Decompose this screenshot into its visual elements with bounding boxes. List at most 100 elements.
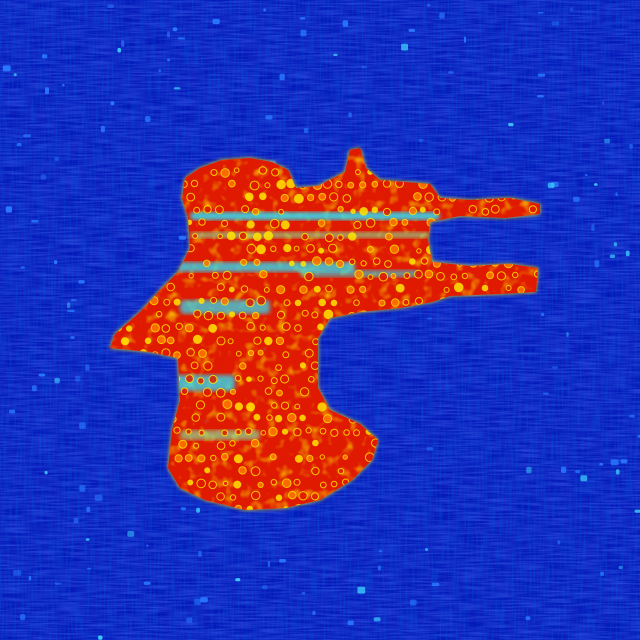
hot-dot: [233, 454, 243, 464]
speckle: [2, 65, 11, 72]
speckle: [634, 509, 640, 513]
hot-dot: [276, 285, 286, 295]
hot-dot: [185, 374, 194, 384]
hot-dot: [305, 427, 312, 434]
speckle: [573, 196, 580, 202]
hot-dot: [166, 336, 175, 345]
hot-dot: [216, 283, 225, 292]
hot-dot: [275, 336, 285, 346]
speckle: [566, 332, 569, 337]
hot-dot: [283, 244, 292, 253]
hot-dot: [203, 361, 213, 371]
hot-dot: [234, 375, 242, 382]
speckle: [427, 317, 432, 320]
speckle: [301, 591, 306, 595]
hot-dot: [185, 428, 192, 435]
speckle: [28, 575, 32, 581]
hot-dot: [216, 311, 225, 320]
hot-dot: [186, 192, 196, 202]
speckle: [300, 29, 307, 37]
hot-dot: [281, 428, 289, 435]
hot-dot: [258, 166, 267, 175]
hot-dot: [360, 260, 367, 267]
hot-dot: [188, 273, 194, 279]
hot-dot: [245, 298, 255, 308]
speckle: [40, 174, 47, 180]
speckle: [620, 459, 628, 464]
hot-dot: [382, 207, 392, 217]
hot-dot: [486, 271, 495, 280]
hot-dot: [337, 206, 344, 213]
hot-dot: [210, 454, 217, 462]
speckle: [604, 138, 611, 144]
hot-dot: [271, 402, 278, 409]
hot-dot: [198, 218, 206, 226]
hot-dot: [436, 272, 445, 281]
hot-dot: [323, 414, 333, 424]
hot-dot: [372, 257, 381, 266]
speckle: [610, 459, 619, 466]
hot-dot: [490, 204, 500, 214]
hot-dot: [343, 429, 350, 436]
speckle: [67, 309, 75, 312]
hot-dot: [403, 272, 411, 280]
hot-dot: [299, 362, 306, 369]
speckle: [279, 559, 286, 563]
hot-dot: [221, 219, 229, 228]
hot-dot: [275, 494, 283, 502]
hot-dot: [256, 244, 266, 255]
hot-dot: [253, 413, 261, 421]
hot-dot: [301, 309, 309, 317]
hot-dot: [312, 338, 320, 346]
hot-dot: [156, 310, 163, 318]
hot-dot: [233, 167, 240, 173]
hot-dot: [238, 231, 248, 241]
speckle: [557, 540, 561, 545]
speckle: [173, 87, 181, 90]
hot-dot: [235, 428, 242, 436]
hot-dot: [126, 325, 133, 332]
hot-dot: [245, 192, 254, 202]
speckle: [94, 494, 103, 501]
hot-dot: [196, 478, 206, 489]
hot-dot: [252, 232, 262, 242]
speckle: [54, 260, 58, 265]
speckle: [425, 548, 429, 551]
hot-dot: [304, 271, 314, 282]
speckle: [32, 385, 37, 392]
hot-dot: [208, 480, 217, 490]
hot-dot: [359, 207, 369, 216]
hot-dot: [389, 244, 400, 254]
speckle: [613, 242, 618, 247]
hot-dot: [282, 351, 290, 359]
speckle: [44, 470, 48, 475]
hot-dot: [294, 454, 303, 463]
hot-dot: [319, 454, 325, 460]
speckle: [5, 206, 12, 213]
hot-dot: [359, 181, 367, 189]
hot-dot: [235, 350, 242, 357]
speckle: [143, 581, 151, 585]
speckle: [525, 616, 531, 621]
speckle: [180, 507, 186, 511]
hot-dot: [276, 179, 286, 190]
speckle: [75, 375, 81, 382]
hot-dot: [234, 402, 243, 411]
speckle: [373, 617, 381, 622]
hot-dot: [337, 234, 344, 241]
hot-dot: [384, 260, 392, 268]
speckle: [23, 134, 31, 138]
hot-dot: [330, 428, 339, 437]
cool-band: [175, 262, 355, 272]
speckle: [418, 138, 424, 142]
speckle: [599, 462, 604, 466]
hot-dot: [251, 208, 260, 216]
speckle: [79, 422, 86, 429]
hot-dot: [359, 285, 367, 293]
hot-dot: [329, 192, 339, 202]
hot-dot: [203, 205, 212, 214]
hot-dot: [317, 402, 327, 412]
hot-dot: [319, 427, 327, 435]
hot-dot: [317, 323, 324, 331]
